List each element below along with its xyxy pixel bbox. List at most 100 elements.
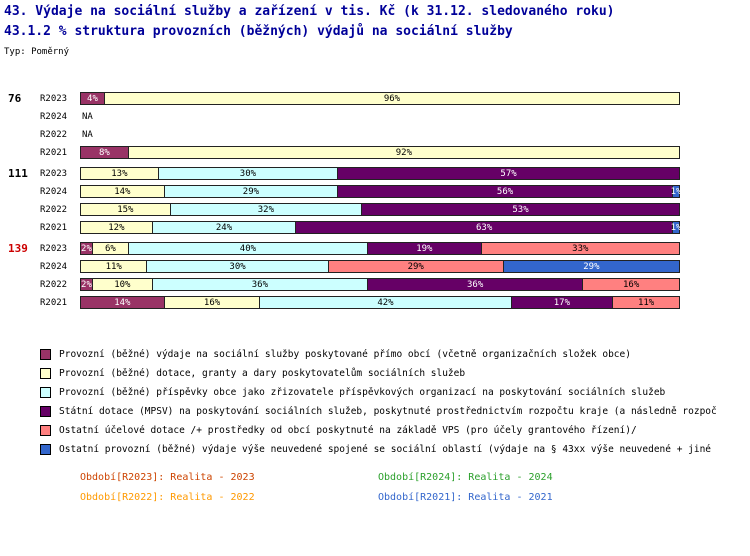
bar-segment-maroon: 4% [81,93,105,104]
row-year-label: R2021 [40,147,68,158]
row-year-label: R2022 [40,279,68,290]
legend-swatch-yellow [40,368,51,379]
bar-segment-yellow: 13% [81,168,159,179]
legend-item: Provozní (běžné) dotace, granty a dary p… [40,364,717,383]
period-label: Období[R2021]: Realita - 2021 [378,492,553,503]
na-value: NA [82,129,93,140]
legend-label: Provozní (běžné) dotace, granty a dary p… [59,368,466,379]
stacked-bar: 2% 6% 40% 19% 33% [80,242,680,255]
bar-segment-yellow: 10% [92,279,153,290]
row-year-label: R2023 [40,168,68,179]
legend-swatch-salmon [40,425,51,436]
bar-segment-blue: 1% [670,186,682,197]
na-value: NA [82,111,93,122]
bar-row: R2021 8% 92% [0,146,750,159]
bar-segment-purple: 57% [338,168,679,179]
bar-segment-yellow: 96% [104,93,679,104]
bar-segment-yellow: 12% [81,222,153,233]
bar-segment-purple: 19% [368,243,482,254]
bar-segment-purple: 63% [296,222,673,233]
legend-item: Provozní (běžné) příspěvky obce jako zři… [40,383,717,402]
chart-title: 43. Výdaje na sociální služby a zařízení… [4,4,615,19]
row-year-label: R2023 [40,93,68,104]
period-label: Období[R2024]: Realita - 2024 [378,472,553,483]
bar-row: R2021 14% 16% 42% 17% 11% [0,296,750,309]
bar-row: 139 R2023 2% 6% 40% 19% 33% [0,242,750,255]
stacked-bar: 14% 29% 56% 1% [80,185,682,198]
row-year-label: R2021 [40,297,68,308]
bar-segment-purple: 17% [511,297,614,308]
bar-segment-cyan: 30% [158,168,339,179]
bar-segment-maroon: 2% [81,243,93,254]
chart-subtitle: 43.1.2 % struktura provozních (běžných) … [4,24,513,39]
bar-group: 76 R2023 4% 96% R2024 NA R2022 NA R2021 8% 92% [0,92,750,159]
period-label: Období[R2023]: Realita - 2023 [80,472,255,483]
bar-segment-cyan: 24% [152,222,297,233]
legend-label: Státní dotace (MPSV) na poskytování soci… [59,406,717,417]
bar-row: R2024 11% 30% 29% 29% [0,260,750,273]
bar-row: R2024 NA [0,110,750,123]
bar-segment-yellow: 16% [164,297,261,308]
bar-row: R2022 15% 32% 53% [0,203,750,216]
bar-segment-cyan: 40% [128,243,369,254]
legend-label: Provozní (běžné) příspěvky obce jako zři… [59,387,666,398]
legend-label: Ostatní účelové dotace /+ prostředky od … [59,425,637,436]
bar-segment-maroon: 8% [81,147,129,158]
legend-swatch-blue [40,444,51,455]
bar-segment-yellow: 6% [92,243,129,254]
bar-segment-cyan: 42% [260,297,512,308]
bar-segment-yellow: 11% [81,261,148,272]
bar-segment-salmon: 29% [328,261,504,272]
bar-segment-cyan: 36% [152,279,369,290]
bar-segment-yellow: 14% [81,186,165,197]
stacked-bar-plot: 76 R2023 4% 96% R2024 NA R2022 NA R2021 8% 92% 111 R… [0,92,750,314]
row-year-label: R2024 [40,186,68,197]
row-year-label: R2024 [40,111,68,122]
bar-row: R2022 NA [0,128,750,141]
bar-group: 139 R2023 2% 6% 40% 19% 33% R2024 11% 30% 29% 29% R2… [0,242,750,309]
legend-item: Ostatní účelové dotace /+ prostředky od … [40,421,717,440]
legend-swatch-cyan [40,387,51,398]
bar-segment-yellow: 92% [128,147,679,158]
legend-label: Provozní (běžné) výdaje na sociální služ… [59,349,631,360]
row-year-label: R2024 [40,261,68,272]
stacked-bar: 12% 24% 63% 1% [80,221,682,234]
period-label: Období[R2022]: Realita - 2022 [80,492,255,503]
legend-label: Ostatní provozní (běžné) výdaje výše neu… [59,444,712,455]
stacked-bar: 11% 30% 29% 29% [80,260,680,273]
bar-segment-salmon: 16% [583,279,679,290]
stacked-bar: 8% 92% [80,146,680,159]
bar-segment-cyan: 30% [147,261,329,272]
bar-segment-yellow: 15% [81,204,171,215]
legend-swatch-maroon [40,349,51,360]
bar-segment-salmon: 11% [613,297,679,308]
row-year-label: R2021 [40,222,68,233]
bar-row: R2021 12% 24% 63% 1% [0,221,750,234]
row-year-label: R2022 [40,204,68,215]
bar-segment-maroon: 2% [81,279,93,290]
legend-item: Státní dotace (MPSV) na poskytování soci… [40,402,717,421]
stacked-bar: 2% 10% 36% 36% 16% [80,278,680,291]
legend-item: Ostatní provozní (běžné) výdaje výše neu… [40,440,717,459]
bar-segment-purple: 53% [362,204,679,215]
row-year-label: R2023 [40,243,68,254]
stacked-bar: 14% 16% 42% 17% 11% [80,296,680,309]
bar-segment-maroon: 14% [81,297,165,308]
period-labels: Období[R2023]: Realita - 2023 Období[R202… [80,472,553,503]
group-label: 139 [8,242,28,255]
bar-segment-blue: 29% [503,261,679,272]
bar-row: R2022 2% 10% 36% 36% 16% [0,278,750,291]
bar-row: 111 R2023 13% 30% 57% [0,167,750,180]
legend-item: Provozní (běžné) výdaje na sociální služ… [40,345,717,364]
group-label: 76 [8,92,22,105]
bar-row: 76 R2023 4% 96% [0,92,750,105]
row-year-label: R2022 [40,129,68,140]
bar-segment-salmon: 33% [481,243,679,254]
bar-row: R2024 14% 29% 56% 1% [0,185,750,198]
bar-segment-cyan: 32% [170,204,363,215]
stacked-bar: 4% 96% [80,92,680,105]
bar-segment-blue: 1% [670,222,682,233]
group-label: 111 [8,167,28,180]
stacked-bar: 15% 32% 53% [80,203,680,216]
legend-swatch-purple [40,406,51,417]
